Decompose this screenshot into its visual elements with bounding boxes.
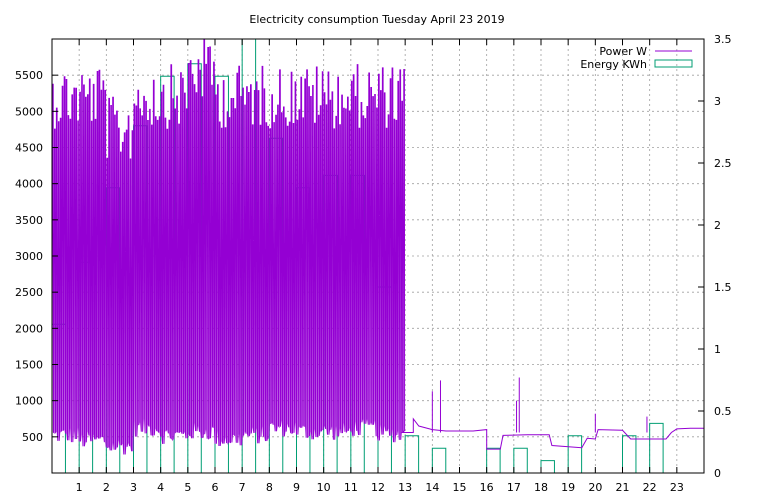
x-tick-label: 5 (184, 481, 191, 494)
x-tick-label: 8 (266, 481, 273, 494)
legend-swatch-energy (654, 59, 693, 68)
x-tick-label: 22 (643, 481, 657, 494)
energy-step (513, 447, 528, 473)
x-tick-label: 17 (507, 481, 521, 494)
x-tick-label: 4 (157, 481, 164, 494)
x-tick-label: 1 (76, 481, 83, 494)
y-tick-label-right: 1.5 (714, 281, 732, 294)
x-tick-label: 12 (371, 481, 385, 494)
y-tick-label-left: 3500 (15, 214, 43, 227)
x-tick-label: 13 (398, 481, 412, 494)
x-tick-label: 20 (588, 481, 602, 494)
chart-title: Electricity consumption Tuesday April 23… (249, 13, 504, 26)
y-tick-label-right: 1 (714, 343, 721, 356)
energy-step (622, 435, 637, 473)
y-tick-label-left: 500 (22, 431, 43, 444)
x-tick-label: 9 (293, 481, 300, 494)
y-tick-label-left: 4000 (15, 178, 43, 191)
energy-step (540, 460, 555, 473)
y-tick-label-right: 0 (714, 467, 721, 480)
y-tick-label-left: 4500 (15, 142, 43, 155)
x-tick-label: 15 (453, 481, 467, 494)
x-tick-label: 3 (130, 481, 137, 494)
energy-step (404, 435, 420, 473)
y-tick-label-right: 0.5 (714, 405, 732, 418)
x-tick-label: 21 (616, 481, 630, 494)
power-line (51, 39, 704, 455)
y-tick-label-left: 5000 (15, 105, 43, 118)
y-tick-label-left: 5500 (15, 69, 43, 82)
x-tick-label: 11 (344, 481, 358, 494)
legend-label-power: Power W (599, 45, 647, 58)
x-tick-label: 14 (425, 481, 439, 494)
y-tick-label-left: 3000 (15, 250, 43, 263)
y-tick-label-left: 1500 (15, 359, 43, 372)
power-series (51, 39, 704, 455)
y-axis-right: 0 0.5 1 1.5 2 2.5 3 3.5 (698, 33, 732, 480)
y-tick-label-right: 2.5 (714, 157, 732, 170)
x-tick-label: 18 (534, 481, 548, 494)
x-tick-label: 7 (239, 481, 246, 494)
x-tick-label: 10 (317, 481, 331, 494)
x-axis: 1 2 3 4 5 6 7 8 9 10 11 12 13 14 15 16 17 18 19 20 21 22 23 (76, 39, 684, 494)
energy-step (649, 422, 664, 473)
legend-label-energy: Energy KWh (580, 58, 647, 71)
energy-step (486, 447, 501, 473)
x-tick-label: 19 (561, 481, 575, 494)
x-tick-label: 16 (480, 481, 494, 494)
y-tick-label-right: 3 (714, 95, 721, 108)
y-tick-label-left: 2500 (15, 286, 43, 299)
energy-step (567, 435, 583, 473)
x-tick-label: 2 (103, 481, 110, 494)
y-tick-label-right: 2 (714, 219, 721, 232)
legend: Power W Energy KWh (580, 45, 693, 71)
y-tick-label-left: 1000 (15, 395, 43, 408)
y-tick-label-right: 3.5 (714, 33, 732, 46)
x-tick-label: 23 (670, 481, 684, 494)
energy-step (431, 447, 447, 473)
y-axis-left: 500 1000 1500 2000 2500 3000 3500 4000 4500 5000 5… (15, 69, 58, 444)
x-tick-label: 6 (212, 481, 219, 494)
y-tick-label-left: 2000 (15, 322, 43, 335)
